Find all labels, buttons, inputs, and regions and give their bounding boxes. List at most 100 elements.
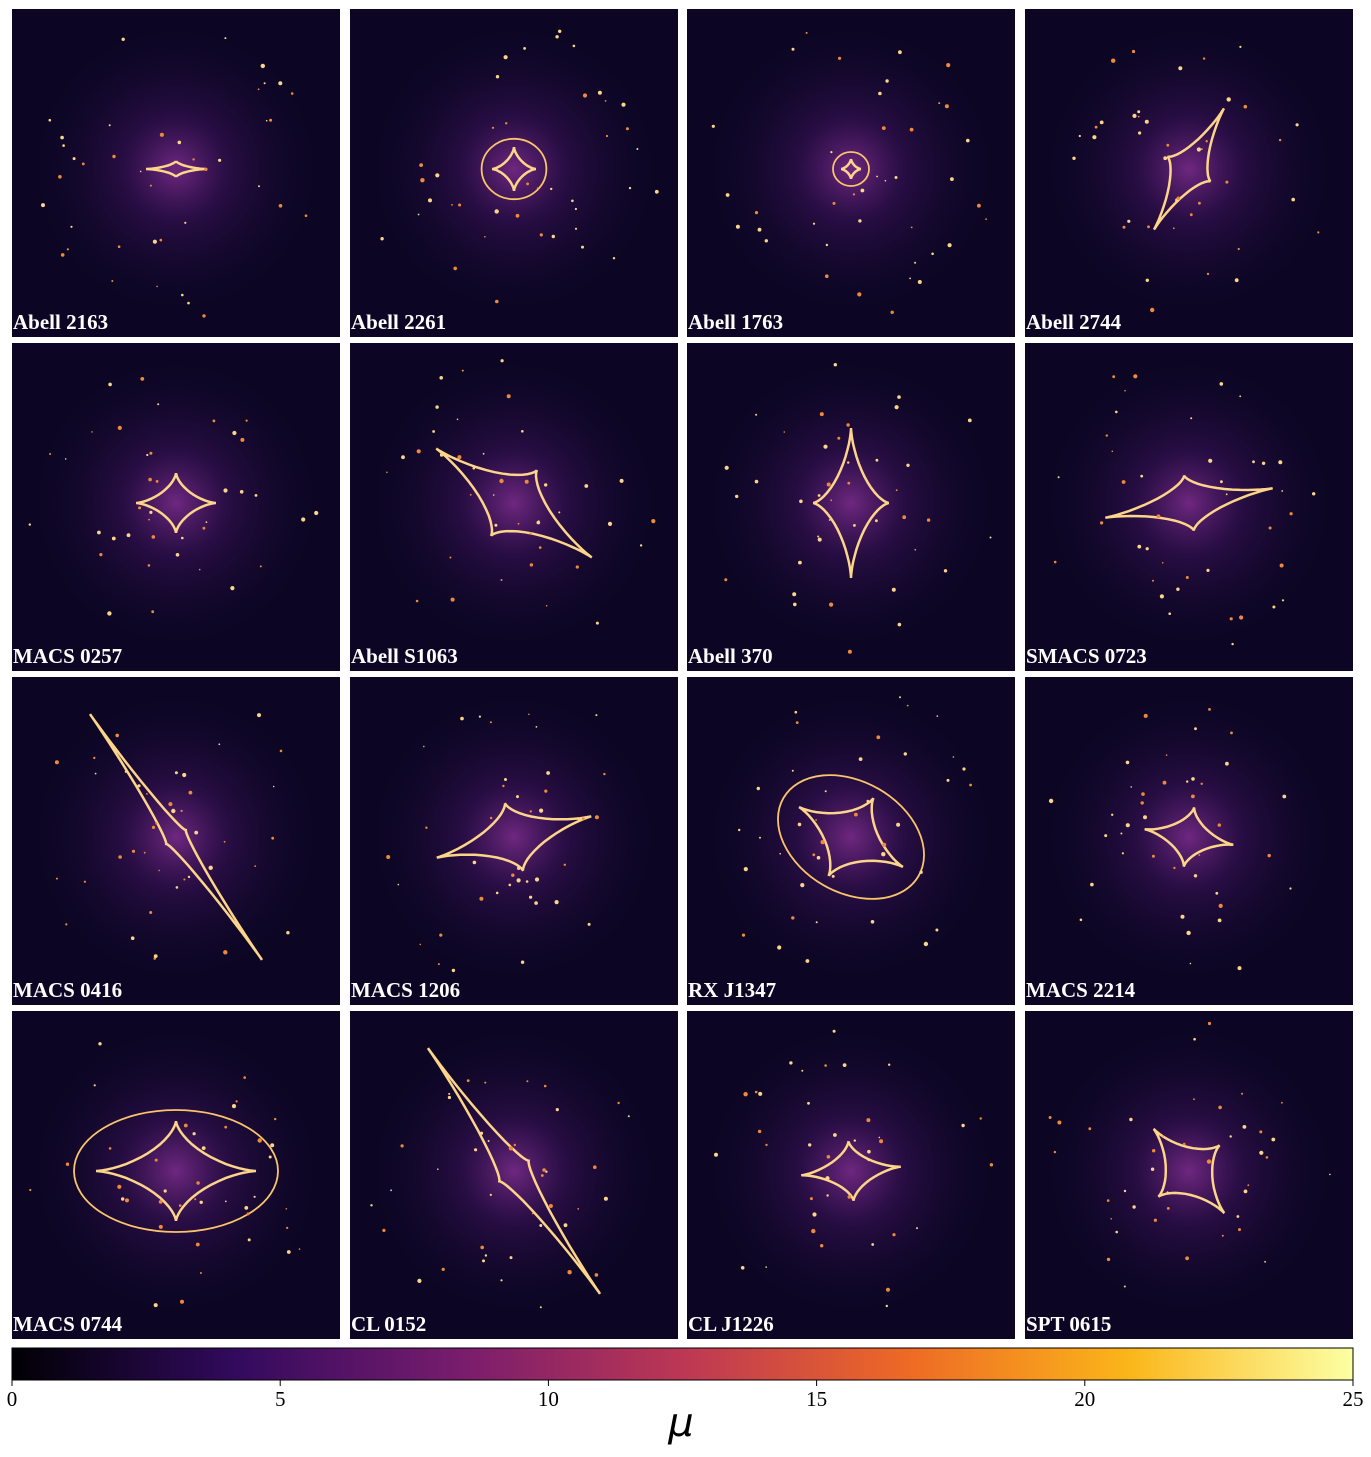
galaxy-spot	[132, 850, 135, 853]
galaxy-spot	[287, 1250, 291, 1254]
galaxy-spot	[1208, 459, 1212, 463]
galaxy-spot	[1208, 1022, 1211, 1025]
galaxy-spot	[581, 246, 584, 249]
galaxy-spot	[504, 55, 508, 59]
galaxy-spot	[160, 133, 164, 137]
galaxy-spot	[1218, 1106, 1222, 1110]
galaxy-spot	[432, 430, 435, 433]
galaxy-spot	[516, 795, 519, 798]
galaxy-spot	[604, 1197, 608, 1201]
galaxy-spot	[206, 521, 208, 523]
galaxy-spot	[990, 1163, 993, 1166]
galaxy-spot	[483, 453, 485, 455]
galaxy-spot	[278, 81, 282, 85]
galaxy-spot	[906, 464, 909, 467]
galaxy-spot	[1058, 476, 1060, 478]
galaxy-spot	[1271, 1138, 1275, 1142]
galaxy-spot	[1238, 248, 1240, 250]
galaxy-spot	[1239, 615, 1243, 619]
galaxy-spot	[540, 233, 543, 236]
galaxy-spot	[725, 466, 729, 470]
figure: μ Abell 2163Abell 2261Abell 1763Abell 27…	[0, 0, 1371, 1452]
galaxy-spot	[544, 1085, 547, 1088]
galaxy-spot	[1230, 732, 1233, 735]
galaxy-spot	[188, 876, 190, 878]
galaxy-spot	[1057, 1121, 1061, 1125]
galaxy-spot	[736, 225, 740, 229]
galaxy-spot	[181, 810, 183, 812]
galaxy-spot	[886, 1288, 890, 1292]
galaxy-spot	[946, 63, 950, 67]
galaxy-spot	[439, 934, 442, 937]
galaxy-spot	[765, 1266, 767, 1268]
galaxy-spot	[583, 93, 587, 97]
galaxy-spot	[149, 511, 152, 514]
galaxy-spot	[1104, 834, 1107, 837]
galaxy-spot	[1235, 278, 1239, 282]
galaxy-spot	[741, 1266, 745, 1270]
galaxy-spot	[495, 209, 499, 213]
galaxy-spot	[1151, 1168, 1154, 1171]
galaxy-spot	[521, 430, 524, 433]
galaxy-spot	[225, 1201, 227, 1203]
galaxy-spot	[494, 524, 497, 527]
galaxy-spot	[58, 175, 62, 179]
galaxy-spot	[556, 1108, 559, 1111]
galaxy-spot	[755, 480, 759, 484]
galaxy-spot	[1107, 1199, 1110, 1202]
galaxy-spot	[492, 127, 494, 129]
galaxy-spot	[879, 1139, 883, 1143]
galaxy-spot	[1186, 931, 1190, 935]
galaxy-spot	[1269, 527, 1272, 530]
galaxy-spot	[485, 1254, 487, 1256]
galaxy-spot	[269, 1156, 272, 1159]
galaxy-spot	[529, 896, 532, 899]
galaxy-spot	[876, 459, 879, 462]
panel-label: CL 0152	[351, 1312, 426, 1336]
galaxy-spot	[448, 1093, 450, 1095]
panel: Abell 370	[687, 343, 1015, 671]
galaxy-spot	[812, 853, 815, 856]
galaxy-spot	[1054, 561, 1057, 564]
galaxy-spot	[881, 852, 885, 856]
galaxy-spot	[826, 1194, 828, 1196]
galaxy-spot	[1166, 144, 1169, 147]
galaxy-spot	[213, 420, 216, 423]
galaxy-spot	[888, 1064, 890, 1066]
galaxy-spot	[474, 1148, 477, 1151]
galaxy-spot	[95, 773, 97, 775]
galaxy-spot	[792, 770, 794, 772]
galaxy-spot	[878, 92, 882, 96]
galaxy-spot	[49, 119, 52, 122]
galaxy-spot	[460, 717, 464, 721]
galaxy-spot	[605, 100, 607, 102]
galaxy-spot	[1329, 1174, 1331, 1176]
panel-label: Abell 2261	[351, 310, 446, 334]
galaxy-spot	[895, 176, 898, 179]
galaxy-spot	[742, 934, 745, 937]
galaxy-spot	[1262, 462, 1265, 465]
panel-label: SMACS 0723	[1026, 644, 1147, 668]
galaxy-spot	[107, 611, 111, 615]
galaxy-spot	[829, 603, 833, 607]
galaxy-spot	[118, 855, 122, 859]
galaxy-spot	[258, 1138, 262, 1142]
galaxy-spot	[575, 208, 577, 210]
galaxy-spot	[1215, 892, 1218, 895]
galaxy-spot	[439, 376, 443, 380]
colorbar-label: μ	[667, 1400, 693, 1446]
galaxy-spot	[726, 193, 730, 197]
galaxy-spot	[152, 535, 156, 539]
galaxy-spot	[861, 189, 865, 193]
galaxy-spot	[895, 405, 899, 409]
galaxy-spot	[938, 102, 940, 104]
galaxy-spot	[244, 1206, 248, 1210]
galaxy-spot	[236, 1100, 238, 1102]
galaxy-spot	[608, 522, 612, 526]
galaxy-spot	[196, 1181, 199, 1184]
galaxy-spot	[848, 650, 852, 654]
galaxy-spot	[1122, 480, 1126, 484]
galaxy-spot	[898, 623, 902, 627]
galaxy-spot	[779, 853, 781, 855]
galaxy-spot	[502, 785, 504, 787]
